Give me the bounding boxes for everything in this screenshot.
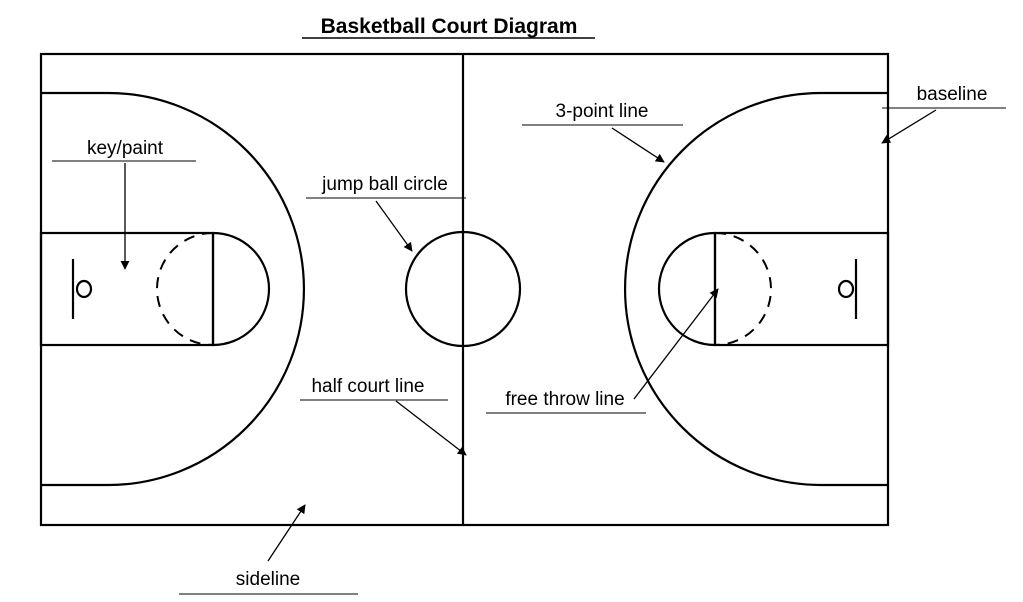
right-hoop <box>837 279 855 299</box>
annotation-sideline: sideline <box>179 504 358 595</box>
annotation-key-paint: key/paint <box>52 138 196 270</box>
annotation-free-throw-line: free throw line <box>486 288 719 414</box>
right-three-point-line <box>623 91 888 487</box>
right-free-throw-circle-dashed <box>714 232 772 346</box>
right-key-paint <box>713 231 890 347</box>
arrow-three-point-line <box>611 127 665 163</box>
left-key-paint <box>39 231 215 347</box>
diagram-title: Basketball Court Diagram <box>321 15 578 38</box>
arrow-half-court-line <box>395 400 467 456</box>
left-three-point-line <box>41 91 306 487</box>
jump-ball-circle <box>404 230 522 348</box>
label-free-throw-line: free throw line <box>505 389 624 410</box>
label-sideline: sideline <box>236 569 300 590</box>
arrow-jump-ball-circle <box>375 200 413 252</box>
left-half <box>39 91 306 487</box>
annotation-jump-ball-circle: jump ball circle <box>306 174 466 252</box>
label-baseline: baseline <box>917 84 988 105</box>
label-half-court-line: half court line <box>311 376 424 397</box>
right-free-throw-circle-solid <box>657 231 716 347</box>
label-jump-ball-circle: jump ball circle <box>321 174 448 195</box>
right-half <box>623 91 890 487</box>
arrow-baseline <box>881 109 937 144</box>
annotations: key/paint jump ball circle 3-point line … <box>52 84 1006 595</box>
left-free-throw-circle-solid <box>212 231 271 347</box>
label-key-paint: key/paint <box>87 138 164 159</box>
left-free-throw-circle-dashed <box>156 232 214 346</box>
arrow-sideline <box>267 504 306 562</box>
label-three-point-line: 3-point line <box>556 101 649 122</box>
annotation-half-court-line: half court line <box>300 376 467 456</box>
annotation-baseline: baseline <box>881 84 1006 144</box>
arrow-free-throw-line <box>633 288 719 400</box>
left-hoop <box>75 279 93 299</box>
annotation-three-point-line: 3-point line <box>522 101 683 163</box>
